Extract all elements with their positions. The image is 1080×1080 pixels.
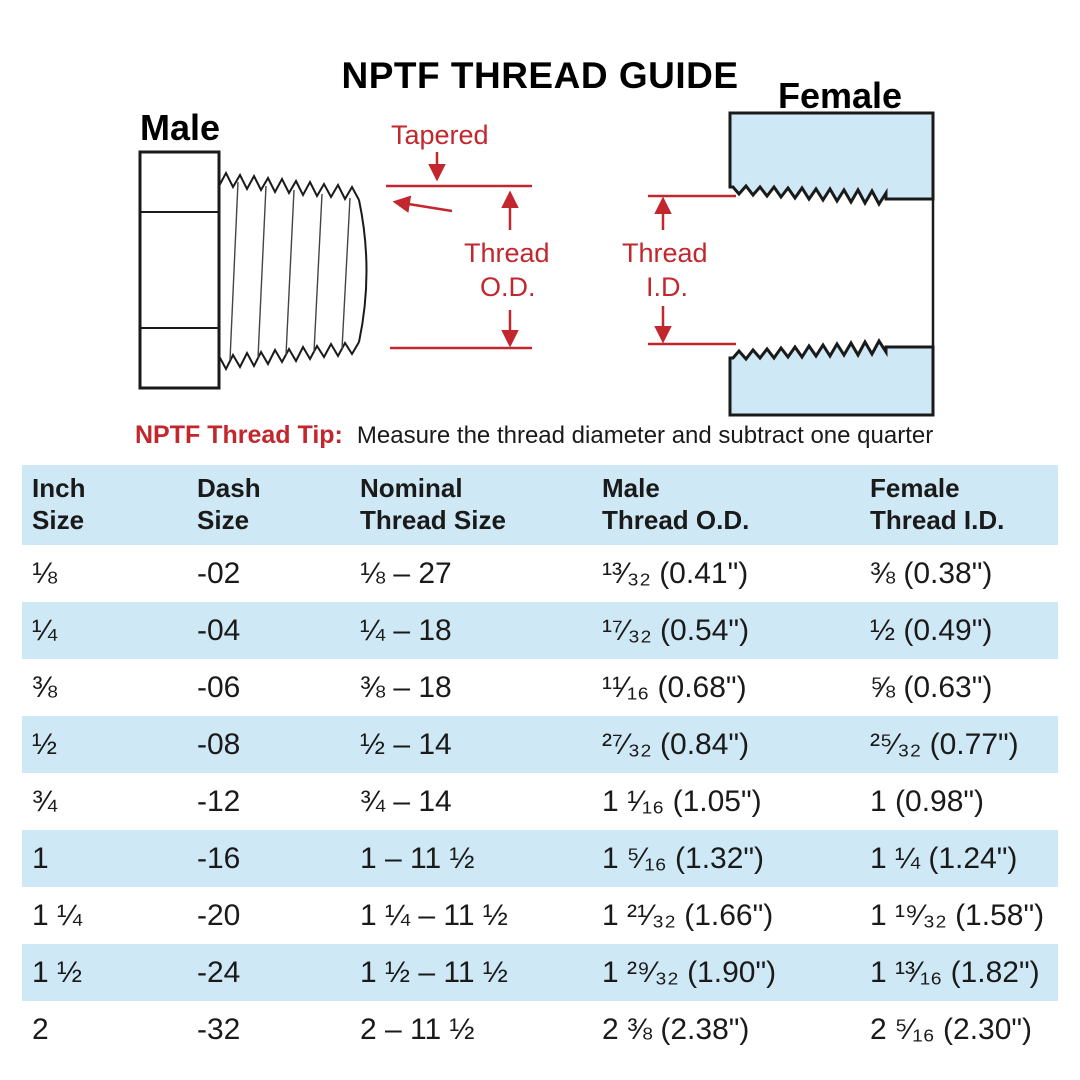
tapered-label: Tapered xyxy=(391,120,489,150)
female-label: Female xyxy=(778,75,902,116)
cell-dash-size: -24 xyxy=(197,955,241,989)
cell-female-thread-id: 1 ¹⁹⁄₃₂ (1.58") xyxy=(870,898,1045,932)
cell-female-thread-id: ²⁵⁄₃₂ (0.77") xyxy=(870,727,1019,761)
cell-inch-size: ⅜ xyxy=(32,670,58,704)
cell-dash-size: -08 xyxy=(197,727,241,761)
table-row: ¼ -04 ¼ – 18 ¹⁷⁄₃₂ (0.54") ½ (0.49") xyxy=(22,602,1058,659)
cell-dash-size: -02 xyxy=(197,556,241,590)
table-header-row: Inch Size Dash Size Nominal Thread Size … xyxy=(22,465,1058,545)
cell-dash-size: -20 xyxy=(197,898,241,932)
cell-female-thread-id: 1 ¼ (1.24") xyxy=(870,841,1018,875)
cell-dash-size: -06 xyxy=(197,670,241,704)
thread-size-table: Inch Size Dash Size Nominal Thread Size … xyxy=(22,465,1058,1058)
thread-id-label-line1: Thread xyxy=(622,238,708,268)
header-nominal-thread-size: Nominal Thread Size xyxy=(360,473,506,535)
cell-nominal-thread-size: 1 ½ – 11 ½ xyxy=(360,955,508,989)
cell-female-thread-id: 1 ¹³⁄₁₆ (1.82") xyxy=(870,955,1040,989)
cell-male-thread-od: ¹³⁄₃₂ (0.41") xyxy=(602,556,749,590)
cell-nominal-thread-size: ½ – 14 xyxy=(360,727,452,761)
cell-male-thread-od: 2 ⅜ (2.38") xyxy=(602,1012,750,1046)
thread-id-label-line2: I.D. xyxy=(646,272,688,302)
cell-female-thread-id: 2 ⁵⁄₁₆ (2.30") xyxy=(870,1012,1033,1046)
female-fitting-drawing xyxy=(728,111,935,417)
cell-inch-size: ⅛ xyxy=(32,556,58,590)
cell-male-thread-od: 1 ²⁹⁄₃₂ (1.90") xyxy=(602,955,777,989)
cell-dash-size: -16 xyxy=(197,841,241,875)
header-male-thread-od: Male Thread O.D. xyxy=(602,473,750,535)
cell-male-thread-od: 1 ⁵⁄₁₆ (1.32") xyxy=(602,841,765,875)
table-row: ¾ -12 ¾ – 14 1 ¹⁄₁₆ (1.05") 1 (0.98") xyxy=(22,773,1058,830)
table-row: ½ -08 ½ – 14 ²⁷⁄₃₂ (0.84") ²⁵⁄₃₂ (0.77") xyxy=(22,716,1058,773)
male-fitting-drawing xyxy=(138,150,368,390)
tapered-annotation xyxy=(386,152,532,213)
cell-female-thread-id: ⅝ (0.63") xyxy=(870,670,993,704)
cell-nominal-thread-size: 2 – 11 ½ xyxy=(360,1012,475,1046)
header-female-thread-id: Female Thread I.D. xyxy=(870,473,1005,535)
table-row: 1 ½ -24 1 ½ – 11 ½ 1 ²⁹⁄₃₂ (1.90") 1 ¹³⁄… xyxy=(22,944,1058,1001)
cell-dash-size: -04 xyxy=(197,613,241,647)
cell-inch-size: ¾ xyxy=(32,784,58,818)
cell-nominal-thread-size: 1 – 11 ½ xyxy=(360,841,475,875)
cell-inch-size: ¼ xyxy=(32,613,58,647)
thread-tip-label: NPTF Thread Tip: xyxy=(135,421,343,449)
cell-nominal-thread-size: ⅜ – 18 xyxy=(360,670,452,704)
thread-od-label-line1: Thread xyxy=(464,238,550,268)
table-row: ⅛ -02 ⅛ – 27 ¹³⁄₃₂ (0.41") ⅜ (0.38") xyxy=(22,545,1058,602)
thread-tip-text: Measure the thread diameter and subtract… xyxy=(356,422,934,449)
cell-male-thread-od: ²⁷⁄₃₂ (0.84") xyxy=(602,727,750,761)
male-label: Male xyxy=(140,107,220,148)
thread-id-dimension xyxy=(648,194,736,346)
cell-inch-size: 1 ½ xyxy=(32,955,83,989)
thread-tip: NPTF Thread Tip: Measure the thread diam… xyxy=(135,421,933,450)
cell-dash-size: -12 xyxy=(197,784,241,818)
cell-female-thread-id: 1 (0.98") xyxy=(870,784,985,818)
cell-female-thread-id: ⅜ (0.38") xyxy=(870,556,993,590)
cell-inch-size: 1 ¼ xyxy=(32,898,83,932)
thread-od-label-line2: O.D. xyxy=(480,272,536,302)
cell-nominal-thread-size: ¼ – 18 xyxy=(360,613,452,647)
table-row: 1 ¼ -20 1 ¼ – 11 ½ 1 ²¹⁄₃₂ (1.66") 1 ¹⁹⁄… xyxy=(22,887,1058,944)
cell-male-thread-od: 1 ¹⁄₁₆ (1.05") xyxy=(602,784,762,818)
cell-inch-size: 1 xyxy=(32,841,49,875)
header-inch-size: Inch Size xyxy=(32,473,86,535)
thread-od-dimension xyxy=(390,190,532,350)
cell-female-thread-id: ½ (0.49") xyxy=(870,613,993,647)
thread-diagram: Male Female Tapered Thread O.D. Thread I… xyxy=(138,75,935,417)
cell-male-thread-od: ¹⁷⁄₃₂ (0.54") xyxy=(602,613,750,647)
cell-nominal-thread-size: 1 ¼ – 11 ½ xyxy=(360,898,508,932)
header-dash-size: Dash Size xyxy=(197,473,261,535)
page-title: NPTF THREAD GUIDE xyxy=(341,54,739,96)
table-row: 1 -16 1 – 11 ½ 1 ⁵⁄₁₆ (1.32") 1 ¼ (1.24"… xyxy=(22,830,1058,887)
cell-male-thread-od: ¹¹⁄₁₆ (0.68") xyxy=(602,670,747,704)
cell-inch-size: ½ xyxy=(32,727,58,761)
cell-nominal-thread-size: ⅛ – 27 xyxy=(360,556,452,590)
cell-dash-size: -32 xyxy=(197,1012,241,1046)
cell-inch-size: 2 xyxy=(32,1012,49,1046)
cell-male-thread-od: 1 ²¹⁄₃₂ (1.66") xyxy=(602,898,774,932)
table-row: 2 -32 2 – 11 ½ 2 ⅜ (2.38") 2 ⁵⁄₁₆ (2.30"… xyxy=(22,1001,1058,1058)
table-row: ⅜ -06 ⅜ – 18 ¹¹⁄₁₆ (0.68") ⅝ (0.63") xyxy=(22,659,1058,716)
cell-nominal-thread-size: ¾ – 14 xyxy=(360,784,452,818)
